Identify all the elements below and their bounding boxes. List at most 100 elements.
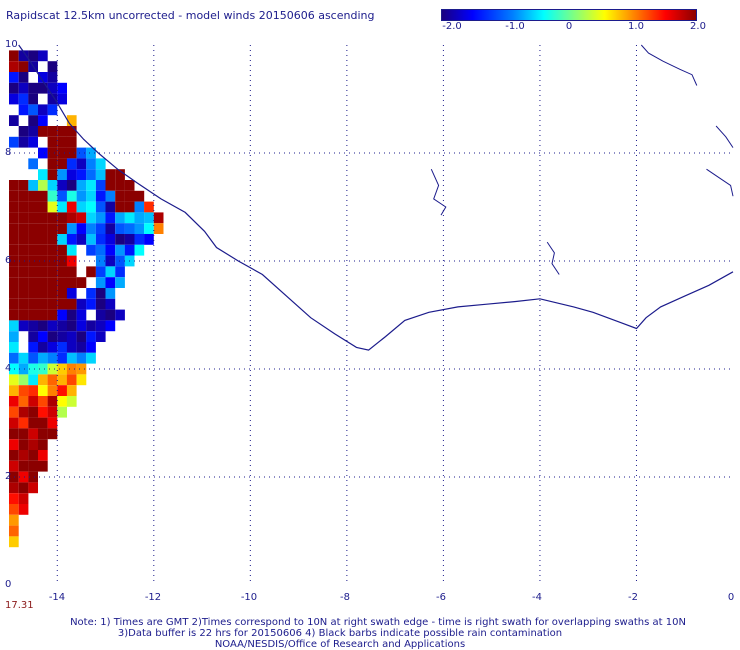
- wind-diff-cell: [18, 266, 29, 278]
- wind-diff-cell: [57, 320, 67, 332]
- wind-diff-cell: [57, 406, 67, 418]
- wind-diff-cell: [9, 406, 19, 418]
- wind-diff-cell: [105, 201, 116, 213]
- wind-diff-cell: [115, 169, 125, 180]
- wind-diff-cell: [47, 277, 58, 288]
- wind-diff-cell: [28, 255, 38, 267]
- wind-diff-cell: [66, 255, 77, 267]
- wind-diff-cell: [38, 234, 48, 245]
- wind-diff-cell: [76, 309, 87, 321]
- wind-diff-cell: [47, 406, 58, 418]
- wind-diff-cell: [28, 126, 38, 137]
- wind-diff-cell: [18, 223, 29, 234]
- wind-diff-cell: [28, 244, 38, 256]
- wind-diff-cell: [57, 288, 67, 299]
- wind-diff-cell: [18, 244, 29, 256]
- wind-diff-cell: [38, 428, 48, 440]
- wind-diff-cell: [28, 320, 38, 332]
- wind-diff-cell: [28, 342, 38, 353]
- map-title: Rapidscat 12.5km uncorrected - model win…: [6, 9, 375, 22]
- wind-diff-cell: [86, 266, 96, 278]
- colorbar-tick-label: -2.0: [442, 21, 462, 32]
- wind-diff-cell: [57, 201, 67, 213]
- lat-label: 6: [5, 255, 12, 266]
- wind-diff-cell: [124, 244, 135, 256]
- wind-diff-cell: [28, 136, 38, 148]
- wind-diff-cell: [144, 234, 154, 245]
- wind-diff-cell: [105, 298, 116, 310]
- wind-diff-cell: [38, 180, 48, 191]
- wind-diff-cell: [76, 158, 87, 170]
- wind-diff-cell: [18, 406, 29, 418]
- swath-time-label: 17.31: [5, 600, 34, 611]
- wind-diff-cell: [57, 385, 67, 396]
- wind-diff-cell: [9, 82, 19, 94]
- wind-diff-cell: [28, 363, 38, 375]
- wind-diff-cell: [38, 104, 48, 116]
- wind-diff-cell: [134, 234, 145, 245]
- wind-diff-cell: [28, 450, 38, 461]
- wind-diff-cell: [9, 482, 19, 494]
- wind-diff-cell: [18, 309, 29, 321]
- wind-diff-cell: [18, 450, 29, 461]
- wind-diff-cell: [115, 277, 125, 288]
- wind-diff-cell: [57, 223, 67, 234]
- wind-diff-cell: [115, 212, 125, 224]
- wind-diff-cell: [28, 93, 38, 105]
- wind-diff-cell: [66, 126, 77, 137]
- wind-diff-cell: [18, 82, 29, 94]
- wind-diff-cell: [105, 320, 116, 332]
- wind-diff-cell: [28, 428, 38, 440]
- wind-diff-cell: [95, 320, 106, 332]
- wind-diff-cell: [115, 309, 125, 321]
- wind-diff-cell: [9, 234, 19, 245]
- wind-diff-cell: [105, 223, 116, 234]
- wind-diff-cell: [38, 190, 48, 202]
- lon-label: -12: [144, 592, 162, 603]
- wind-diff-cell: [86, 212, 96, 224]
- wind-diff-cell: [57, 234, 67, 245]
- map-plot: [9, 44, 734, 585]
- wind-diff-cell: [57, 298, 67, 310]
- wind-diff-cell: [66, 266, 77, 278]
- wind-diff-cell: [47, 234, 58, 245]
- wind-diff-cell: [47, 158, 58, 170]
- colorbar-tick-label: 1.0: [628, 21, 644, 32]
- wind-diff-cell: [57, 374, 67, 386]
- wind-diff-cell: [38, 439, 48, 450]
- wind-diff-cell: [66, 201, 77, 213]
- wind-diff-cell: [124, 234, 135, 245]
- wind-diff-cell: [115, 266, 125, 278]
- lon-label: -8: [340, 592, 350, 603]
- wind-diff-cell: [66, 320, 77, 332]
- wind-diff-cell: [28, 266, 38, 278]
- wind-diff-cell: [18, 417, 29, 429]
- wind-diff-cell: [66, 298, 77, 310]
- wind-diff-cell: [18, 288, 29, 299]
- wind-diff-cell: [9, 460, 19, 472]
- wind-diff-cell: [28, 234, 38, 245]
- wind-diff-cell: [47, 61, 58, 72]
- wind-diff-cell: [134, 190, 145, 202]
- wind-diff-cell: [9, 277, 19, 288]
- wind-diff-cell: [47, 374, 58, 386]
- wind-diff-cell: [9, 504, 19, 515]
- wind-diff-cell: [66, 115, 77, 126]
- wind-diff-cell: [18, 201, 29, 213]
- wind-diff-cell: [76, 320, 87, 332]
- wind-diff-cell: [9, 201, 19, 213]
- wind-diff-cell: [105, 169, 116, 180]
- wind-diff-cell: [38, 374, 48, 386]
- wind-diff-cell: [115, 201, 125, 213]
- wind-diff-cell: [57, 190, 67, 202]
- coastline: [18, 44, 734, 351]
- colorbar-tick-label: 2.0: [690, 21, 706, 32]
- wind-diff-cell: [47, 147, 58, 159]
- wind-diff-cell: [47, 223, 58, 234]
- wind-diff-cell: [18, 104, 29, 116]
- wind-diff-cell: [38, 223, 48, 234]
- wind-diff-cell: [124, 223, 135, 234]
- wind-diff-cell: [95, 288, 106, 299]
- wind-diff-cell: [57, 331, 67, 342]
- wind-diff-cell: [66, 363, 77, 375]
